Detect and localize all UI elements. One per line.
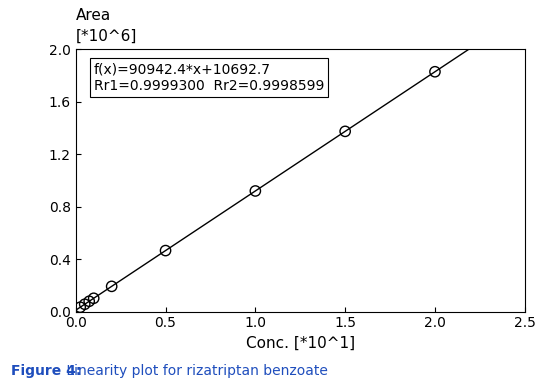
Text: Linearity plot for rizatriptan benzoate: Linearity plot for rizatriptan benzoate bbox=[62, 364, 328, 378]
X-axis label: Conc. [*10^1]: Conc. [*10^1] bbox=[246, 336, 355, 351]
Point bbox=[251, 188, 260, 194]
Text: Figure 4:: Figure 4: bbox=[11, 364, 81, 378]
Point bbox=[81, 301, 89, 307]
Point bbox=[341, 128, 349, 135]
Point bbox=[85, 298, 94, 304]
Text: f(x)=90942.4*x+10692.7
Rr1=0.9999300  Rr2=0.9998599: f(x)=90942.4*x+10692.7 Rr1=0.9999300 Rr2… bbox=[94, 62, 324, 93]
Point bbox=[431, 69, 439, 75]
Point bbox=[161, 247, 170, 253]
Point bbox=[89, 295, 98, 301]
Text: [*10^6]: [*10^6] bbox=[76, 29, 137, 44]
Point bbox=[76, 304, 84, 310]
Text: Area: Area bbox=[76, 8, 111, 23]
Point bbox=[107, 283, 116, 290]
